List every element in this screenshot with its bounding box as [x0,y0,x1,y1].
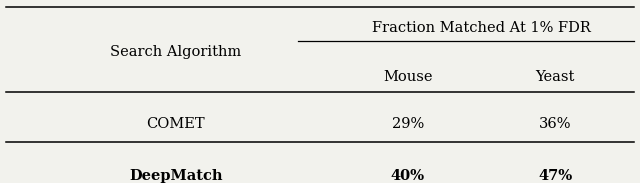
Text: 47%: 47% [538,169,572,183]
Text: 29%: 29% [392,117,424,131]
Text: 36%: 36% [539,117,572,131]
Text: Yeast: Yeast [536,70,575,84]
Text: Mouse: Mouse [383,70,433,84]
Text: Search Algorithm: Search Algorithm [110,45,241,59]
Text: 40%: 40% [391,169,425,183]
Text: Fraction Matched At 1% FDR: Fraction Matched At 1% FDR [372,21,591,35]
Text: DeepMatch: DeepMatch [129,169,223,183]
Text: COMET: COMET [147,117,205,131]
